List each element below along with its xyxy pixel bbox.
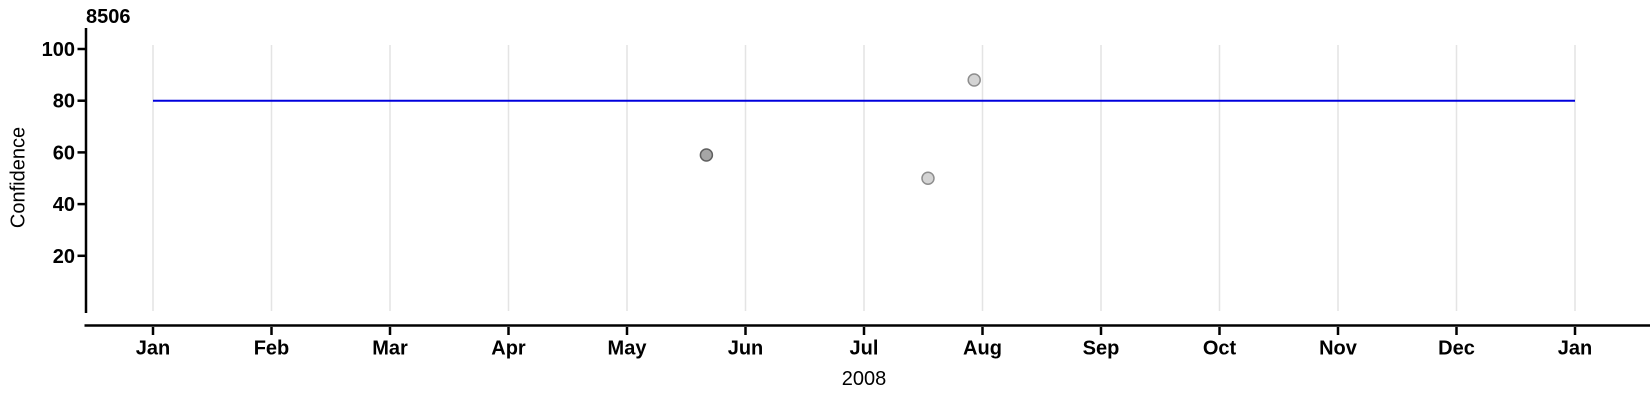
data-points	[699, 73, 981, 185]
chart-title: 8506	[86, 6, 131, 28]
x-tick-label: Jan	[1558, 338, 1592, 360]
x-tick-label: Apr	[491, 338, 526, 360]
x-tick-label: May	[608, 338, 648, 360]
data-point	[921, 171, 935, 185]
y-tick-label: 100	[42, 39, 75, 61]
y-tick-label: 80	[53, 91, 75, 113]
gridlines	[152, 45, 1576, 311]
x-tick-label: Feb	[254, 338, 290, 360]
y-tick-label: 60	[53, 142, 75, 164]
data-point	[967, 73, 981, 87]
y-tick-label: 20	[53, 246, 75, 268]
x-tick-label: Nov	[1319, 338, 1358, 360]
x-tick-label: Aug	[963, 338, 1002, 360]
x-tick-label: Jul	[850, 338, 879, 360]
x-axis-title: 2008	[842, 368, 887, 390]
y-tick-label: 40	[53, 194, 75, 216]
x-tick-label: Sep	[1083, 338, 1120, 360]
x-tick-label: Dec	[1438, 338, 1475, 360]
x-tick-label: Mar	[372, 338, 408, 360]
y-axis-title: Confidence	[8, 127, 30, 228]
x-tick-label: Jan	[136, 338, 170, 360]
x-tick-label: Jun	[728, 338, 764, 360]
axis-ticks: Jan Feb Mar Apr May Jun Jul Aug Sep Oct Nov Dec Jan 2…	[42, 39, 1593, 360]
x-tick-label: Oct	[1203, 338, 1237, 360]
data-point	[699, 148, 714, 162]
